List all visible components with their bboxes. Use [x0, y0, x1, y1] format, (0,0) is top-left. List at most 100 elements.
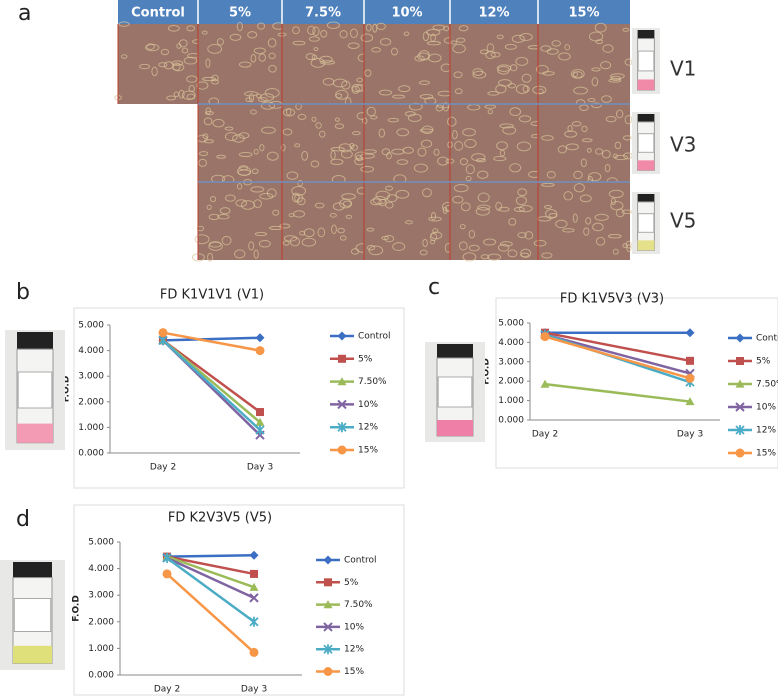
cell-texture — [196, 225, 205, 232]
series-line — [162, 336, 261, 342]
cell-texture — [581, 125, 588, 133]
cell-texture — [158, 62, 168, 68]
cell-texture — [520, 248, 532, 258]
cell-texture — [511, 34, 525, 43]
vial-cap — [637, 30, 655, 40]
marker — [255, 424, 265, 435]
cell-texture — [407, 113, 422, 122]
marker — [540, 379, 550, 388]
cell-texture — [624, 58, 633, 66]
cell-texture — [258, 240, 271, 248]
y-tick-label: 0.000 — [88, 671, 114, 681]
cell-texture — [266, 151, 279, 161]
cell-texture — [160, 48, 170, 56]
row-label: V1 — [670, 57, 696, 81]
cell-texture — [257, 97, 268, 103]
micrograph — [450, 182, 538, 260]
cell-texture — [585, 217, 592, 225]
series-line — [544, 382, 691, 403]
cell-texture — [308, 36, 320, 42]
cell-texture — [151, 66, 158, 77]
cell-texture — [266, 188, 277, 198]
cell-texture — [462, 128, 476, 137]
cell-texture — [493, 155, 507, 162]
column-header: 5% — [229, 6, 251, 21]
cell-texture — [315, 122, 322, 129]
cell-texture — [118, 21, 130, 27]
cell-texture — [497, 243, 510, 252]
cell-texture — [240, 200, 255, 210]
marker — [162, 552, 172, 563]
marker — [337, 331, 347, 341]
y-tick-label: 3.000 — [498, 357, 524, 367]
row-label: V5 — [670, 209, 696, 233]
panel-letter: b — [16, 280, 30, 305]
cell-texture — [541, 135, 554, 141]
column-header: 10% — [391, 6, 422, 21]
panel-letter: d — [16, 507, 30, 532]
cell-texture — [392, 242, 406, 252]
vial-label — [17, 371, 53, 409]
marker — [686, 356, 694, 365]
cell-texture — [368, 245, 384, 256]
cell-texture — [486, 43, 495, 53]
cell-texture — [495, 201, 503, 211]
cell-texture — [120, 54, 128, 59]
cell-texture — [495, 84, 507, 94]
micrograph — [118, 24, 198, 104]
cell-texture — [563, 191, 574, 201]
cell-texture — [468, 230, 476, 239]
cell-texture — [349, 28, 358, 39]
cell-texture — [622, 135, 632, 141]
y-tick-label: 2.000 — [498, 377, 524, 387]
cell-texture — [496, 34, 504, 40]
cell-texture — [208, 241, 223, 251]
cell-texture — [342, 200, 352, 207]
cell-texture — [370, 115, 378, 120]
x-tick-label: Day 2 — [154, 685, 180, 695]
vial-label — [13, 598, 52, 632]
series-line — [166, 554, 255, 558]
chart-title: FD K1V1V1 (V1) — [160, 288, 264, 303]
cell-texture — [253, 249, 259, 259]
cell-texture — [166, 95, 177, 101]
cell-texture — [392, 94, 406, 99]
series-line — [166, 555, 255, 589]
micrograph — [364, 24, 450, 104]
vial-liquid — [437, 420, 473, 436]
y-tick-label: 4.000 — [498, 338, 524, 348]
cell-texture — [264, 88, 280, 98]
cell-texture — [615, 208, 625, 218]
cell-texture — [468, 244, 480, 252]
cell-texture — [233, 249, 246, 259]
column-header: 7.5% — [305, 6, 341, 21]
y-tick-label: 4.000 — [88, 564, 114, 574]
cell-texture — [381, 148, 391, 156]
marker — [735, 402, 745, 412]
cell-texture — [387, 117, 400, 123]
cell-texture — [610, 197, 616, 206]
cell-texture — [555, 219, 568, 229]
y-tick-label: 5.000 — [88, 538, 114, 548]
cell-texture — [517, 188, 528, 197]
legend-label: Control — [756, 334, 778, 344]
y-tick-label: 0.000 — [78, 449, 104, 459]
legend-label: 5% — [358, 354, 373, 364]
cell-texture — [267, 38, 277, 48]
cell-texture — [282, 240, 290, 246]
cell-texture — [334, 117, 340, 122]
vial-cap — [637, 114, 655, 123]
cell-texture — [604, 163, 611, 173]
x-tick-label: Day 3 — [677, 430, 703, 440]
panel-letter: a — [18, 1, 31, 26]
cell-texture — [167, 24, 180, 32]
cell-texture — [335, 89, 349, 100]
cell-texture — [224, 132, 238, 142]
cell-texture — [209, 196, 217, 203]
cell-texture — [624, 115, 633, 125]
legend-label: 7.50% — [358, 377, 387, 387]
cell-texture — [622, 27, 630, 32]
cell-texture — [612, 153, 618, 159]
cell-texture — [257, 22, 266, 30]
